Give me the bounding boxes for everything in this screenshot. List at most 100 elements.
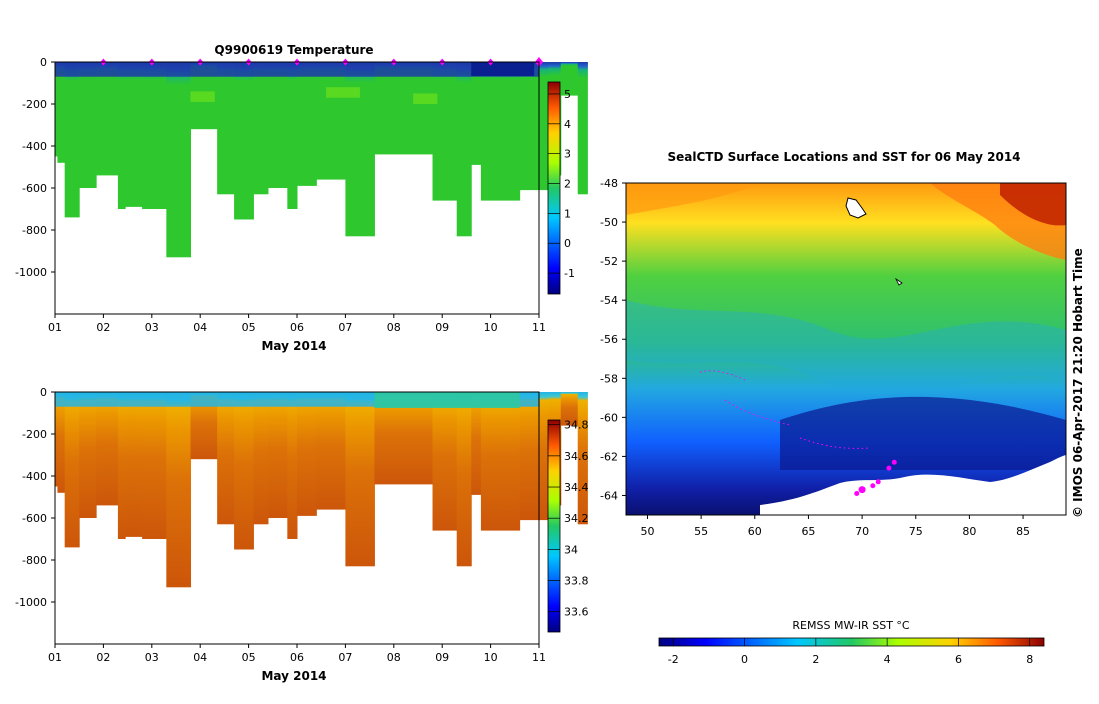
seal-track (699, 370, 871, 449)
temperature-profile-column (519, 62, 550, 191)
salinity-colorbar-tick-label: 34.8 (564, 419, 589, 432)
seal-location-marker (886, 465, 892, 471)
temperature-profile-column (64, 62, 80, 218)
salinity-y-tick-label: -400 (22, 470, 47, 483)
salinity-profile-column (55, 392, 58, 487)
sst-x-tick-label: 80 (962, 525, 976, 538)
salinity-colorbar-ticks: 34.8 34.6 34.4 34.2 34 33.8 33.6 (548, 419, 589, 619)
salinity-profile-column (142, 392, 167, 539)
seal-location-marker (854, 491, 860, 497)
temperature-profile-column (253, 62, 269, 195)
temperature-profile-column (57, 62, 66, 163)
salinity-x-tick-label: 06 (290, 651, 304, 664)
sst-map-axes: 50 55 60 65 70 75 80 85 -48 -50 -52 -54 -56 -58 -60 -62… (600, 177, 1030, 538)
sst-cool-tongue (626, 300, 1066, 395)
sst-colorbar-tick-label: 4 (884, 653, 891, 666)
temperature-x-tick-label: 01 (48, 321, 62, 334)
temperature-colorbar-tick-label: 2 (564, 178, 571, 191)
temperature-cold-surface-patch (471, 62, 535, 76)
temperature-profile-column (480, 62, 521, 201)
temperature-y-tick-label: -600 (22, 182, 47, 195)
sst-y-tick-label: -64 (600, 489, 618, 502)
salinity-x-tick-label: 04 (193, 651, 207, 664)
temperature-profile-column (456, 62, 472, 237)
temperature-x-tick-label: 09 (435, 321, 449, 334)
seal-location-marker (870, 483, 876, 489)
salinity-profile-column (96, 392, 119, 506)
salinity-y-tick-label: -800 (22, 554, 47, 567)
temperature-profile-column (267, 62, 288, 188)
temperature-profile-column (297, 62, 317, 186)
temperature-profile-column (142, 62, 167, 209)
sst-colorbar-label: REMSS MW-IR SST °C (792, 619, 910, 632)
salinity-profile-column (117, 392, 126, 539)
seal-location-marker (891, 459, 897, 465)
temperature-x-tick-label: 11 (532, 321, 546, 334)
salinity-x-tick-label: 08 (387, 651, 401, 664)
salinity-profile-column (166, 392, 192, 588)
sst-y-tick-label: -48 (600, 177, 618, 190)
salinity-profile-column (217, 392, 235, 525)
salinity-profile-column (125, 392, 143, 537)
temperature-profile-column (577, 62, 588, 195)
sst-x-tick-label: 75 (909, 525, 923, 538)
sst-x-tick-label: 70 (855, 525, 869, 538)
sst-y-tick-label: -54 (600, 294, 618, 307)
temperature-warm-patch (190, 91, 215, 102)
sst-x-tick-label: 55 (694, 525, 708, 538)
temperature-profile-column (217, 62, 235, 195)
salinity-x-tick-label: 07 (338, 651, 352, 664)
salinity-x-tick-label: 01 (48, 651, 62, 664)
temperature-profile-column (79, 62, 97, 188)
temperature-colorbar-ticks: 5 4 3 2 1 0 -1 (548, 88, 575, 280)
temperature-colorbar-tick-label: 3 (564, 148, 571, 161)
sst-y-tick-label: -58 (600, 372, 618, 385)
temperature-x-axis-label: May 2014 (261, 339, 326, 353)
salinity-profile-column (297, 392, 317, 516)
salinity-y-tick-label: -1000 (15, 596, 47, 609)
island-outline-icon (845, 197, 903, 286)
sst-y-tick-label: -56 (600, 333, 618, 346)
salinity-colorbar-tick-label: 34.4 (564, 481, 589, 494)
salinity-profile-column (432, 392, 458, 531)
salinity-profile-column (456, 392, 472, 567)
salinity-colorbar-tick-label: 33.6 (564, 606, 589, 619)
temperature-y-tick-label: -400 (22, 140, 47, 153)
sst-colorbar-tick-label: 8 (1026, 653, 1033, 666)
temperature-x-tick-label: 05 (242, 321, 256, 334)
salinity-y-tick-label: -200 (22, 428, 47, 441)
temperature-y-tick-label: -200 (22, 98, 47, 111)
temperature-section-data (55, 57, 588, 258)
antarctic-land (760, 455, 1066, 515)
salinity-x-tick-label: 09 (435, 651, 449, 664)
salinity-colorbar-tick-label: 34.2 (564, 512, 589, 525)
salinity-profile-column (234, 392, 254, 550)
temperature-x-tick-label: 10 (484, 321, 498, 334)
salinity-x-tick-label: 05 (242, 651, 256, 664)
sst-x-tick-label: 50 (640, 525, 654, 538)
salinity-x-tick-label: 03 (145, 651, 159, 664)
salinity-x-tick-label: 02 (96, 651, 110, 664)
temperature-axes: 0 -200 -400 -600 -800 -1000 01 02 03 04 05 06 07 08 09… (15, 56, 546, 334)
salinity-profile-column (560, 392, 579, 426)
temperature-warm-patch (413, 93, 438, 104)
temperature-warm-patch (326, 87, 360, 98)
salinity-profile-column (64, 392, 80, 548)
salinity-y-tick-label: -600 (22, 512, 47, 525)
sst-y-tick-label: -50 (600, 216, 618, 229)
sst-hot-patch-ne (1000, 183, 1066, 226)
sst-x-tick-label: 65 (801, 525, 815, 538)
salinity-profile-column (267, 392, 288, 518)
seal-location-marker (875, 479, 881, 485)
sst-colorbar-tick-label: -2 (668, 653, 679, 666)
temperature-profile-column (316, 62, 346, 180)
temperature-profile-column (96, 62, 119, 176)
sst-y-tick-label: -60 (600, 411, 618, 424)
temperature-surface-layer (55, 62, 539, 77)
salinity-colorbar-tick-label: 34 (564, 543, 578, 556)
sst-map-title: SealCTD Surface Locations and SST for 06… (667, 150, 1020, 164)
salinity-profile-column (480, 392, 521, 531)
temperature-panel-title: Q9900619 Temperature (214, 43, 373, 57)
sst-colorbar-tick-label: 2 (812, 653, 819, 666)
